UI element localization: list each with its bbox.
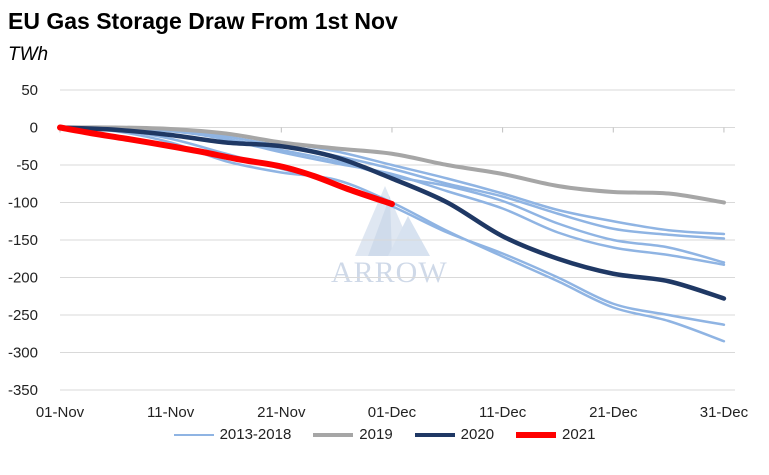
arrow-watermark-logo	[355, 186, 430, 256]
x-tick-label: 11-Dec	[479, 404, 527, 421]
watermark-text: ARROW	[331, 256, 448, 289]
chart-unit-label: TWh	[8, 44, 49, 65]
y-tick-label: 0	[30, 120, 38, 137]
series-line-2020	[57, 125, 727, 301]
y-tick-label: -200	[8, 270, 38, 287]
series-line-2021	[57, 124, 395, 207]
legend-swatch	[516, 431, 557, 438]
legend-label: 2019	[359, 426, 393, 443]
series-line-2013-2018	[58, 126, 726, 266]
x-tick-label: 31-Dec	[700, 404, 749, 421]
chart-title: EU Gas Storage Draw From 1st Nov	[8, 8, 398, 34]
legend-swatch	[313, 432, 354, 437]
series-line-2013-2018	[58, 126, 726, 326]
series-line-2013-2018	[58, 126, 726, 343]
y-tick-label: 50	[21, 82, 38, 99]
legend-label: 2020	[460, 426, 495, 443]
x-tick-label: 11-Nov	[147, 404, 195, 421]
y-tick-label: -300	[8, 345, 38, 362]
legend-item-2013-2018: 2013-2018	[173, 426, 292, 443]
y-tick-label: -350	[8, 382, 38, 399]
legend-item-2020: 2020	[414, 426, 495, 443]
y-tick-label: -100	[8, 195, 38, 212]
legend-item-2019: 2019	[313, 426, 393, 443]
legend-swatch	[414, 432, 455, 437]
legend-label: 2021	[562, 426, 596, 443]
y-tick-label: -250	[8, 307, 38, 324]
x-tick-label: 21-Nov	[257, 404, 306, 421]
legend-item-2021: 2021	[516, 426, 595, 443]
legend-label: 2013-2018	[219, 426, 292, 443]
chart-legend: 2013-2018 2019 2020 2021	[0, 426, 769, 443]
y-tick-label: -50	[16, 157, 38, 174]
series-line-2013-2018	[58, 126, 726, 264]
series-line-2019	[58, 125, 726, 205]
x-tick-label: 21-Dec	[589, 404, 638, 421]
legend-swatch	[173, 433, 214, 436]
y-tick-label: -150	[8, 232, 38, 249]
x-tick-label: 01-Nov	[36, 404, 85, 421]
x-tick-label: 01-Dec	[368, 404, 417, 421]
